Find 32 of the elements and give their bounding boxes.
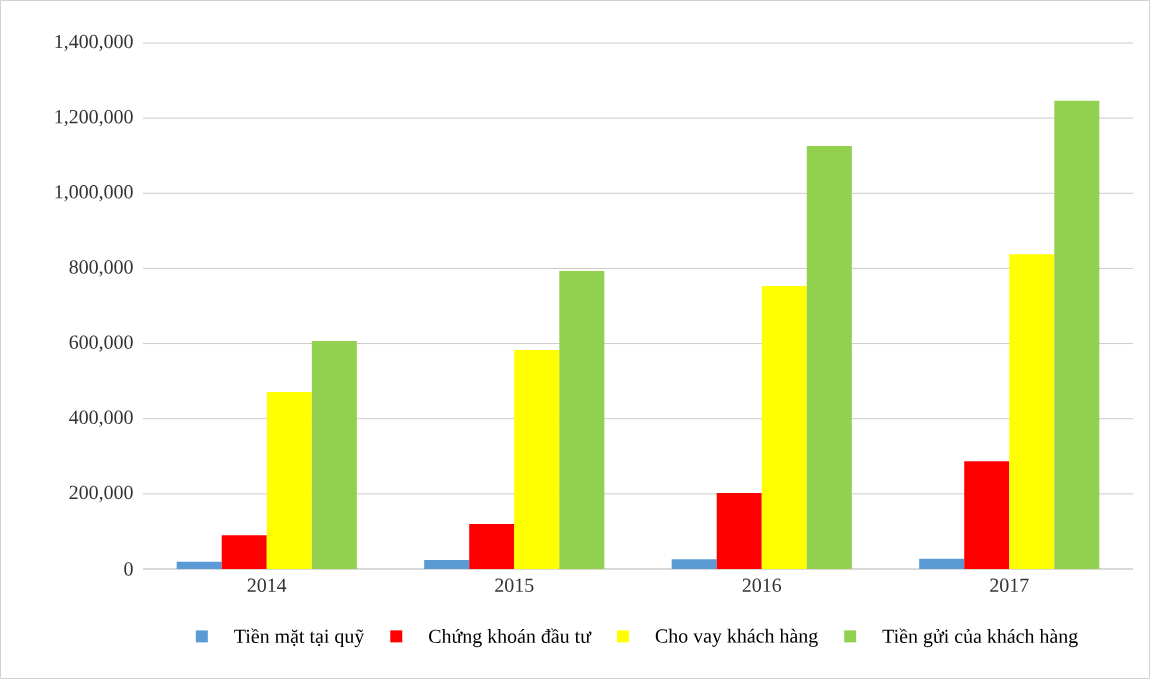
y-tick-label: 400,000 [69,410,133,427]
y-tick-label: 600,000 [69,335,133,352]
bar [311,340,357,569]
bar [716,493,762,569]
x-tick-label: 2016 [742,578,782,592]
x-tick-label: 2014 [247,578,287,592]
bar [964,461,1010,569]
y-tick-label: 0 [124,562,133,576]
y-tick-label: 1,000,000 [55,185,133,202]
x-tick-label: 2015 [495,578,534,592]
y-tick-label: 200,000 [69,485,133,503]
legend-label: Tiền mặt tại quỹ [234,628,365,648]
bar [919,558,965,569]
bar [671,559,717,569]
legend-label: Cho vay khách hàng [655,628,818,647]
y-tick-label: 1,200,000 [55,109,133,127]
bar [1054,100,1100,569]
legend-label: Chứng khoán đầu tư [429,628,592,648]
bar [266,392,312,569]
bar [221,535,267,569]
bar [514,349,560,569]
x-tick-label: 2017 [990,578,1029,592]
bar [559,271,605,569]
bar [424,559,470,569]
legend-label: Tiền gửi của khách hàng [882,628,1078,648]
bar [806,145,852,569]
bar [176,561,222,569]
y-tick-label: 1,400,000 [55,34,133,52]
bar [469,523,515,569]
bar [1009,254,1055,569]
bar [761,286,807,569]
y-tick-label: 800,000 [69,260,133,277]
